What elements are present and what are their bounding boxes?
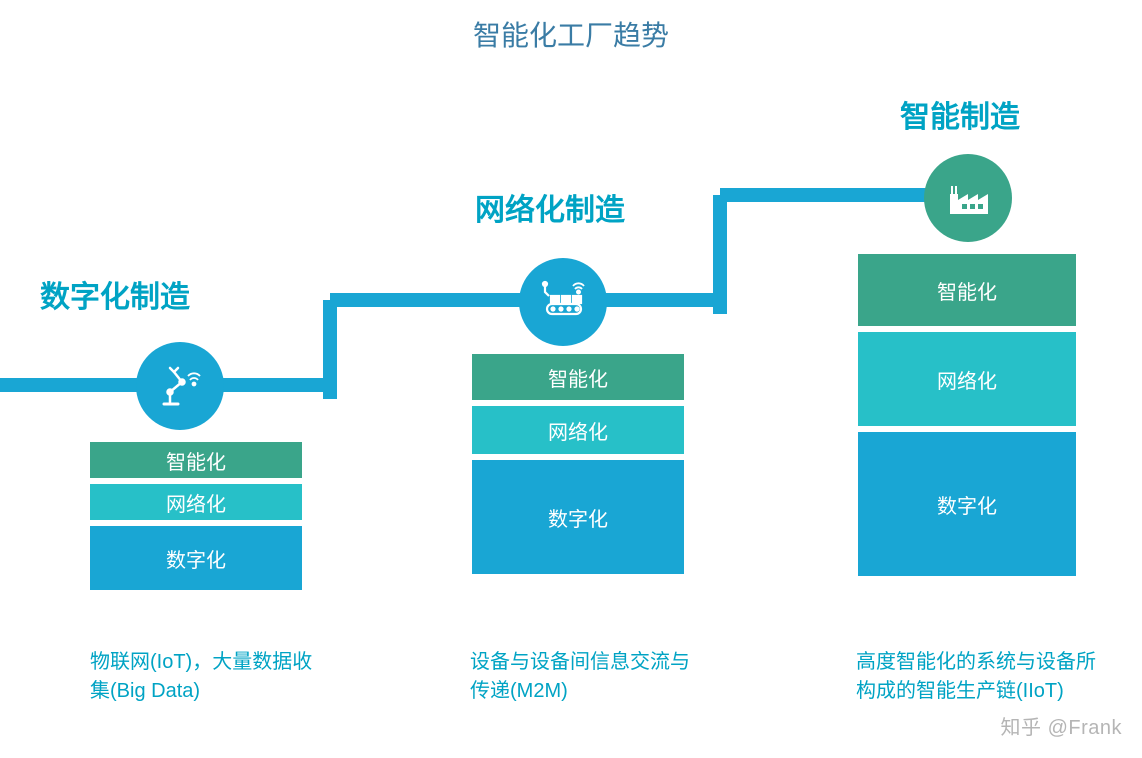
- robot-arm-icon: [136, 342, 224, 430]
- stack-bar: 智能化: [472, 354, 684, 400]
- stack-bar: 智能化: [90, 442, 302, 478]
- stage1-caption: 物联网(IoT)，大量数据收集(Big Data): [90, 648, 320, 706]
- diagram-canvas: 数字化制造 智能化网络化数字化 物联网(IoT)，大量数据收集(Big Data…: [0, 0, 1142, 758]
- conveyor-icon: [519, 258, 607, 346]
- stage3-caption: 高度智能化的系统与设备所构成的智能生产链(IIoT): [856, 648, 1106, 706]
- stack-bar: 数字化: [472, 460, 684, 574]
- stage2-stack: 智能化网络化数字化: [472, 354, 684, 574]
- stack-bar: 智能化: [858, 254, 1076, 326]
- stage1-stack: 智能化网络化数字化: [90, 442, 302, 590]
- step-line-segment: [713, 195, 727, 314]
- step-line-segment: [323, 300, 337, 399]
- stack-bar: 网络化: [90, 484, 302, 520]
- watermark: 知乎 @Frank: [1001, 711, 1122, 740]
- stack-bar: 网络化: [472, 406, 684, 454]
- stack-bar: 数字化: [90, 526, 302, 590]
- stack-bar: 数字化: [858, 432, 1076, 576]
- stage2-caption: 设备与设备间信息交流与传递(M2M): [470, 648, 700, 706]
- stage3-title: 智能制造: [900, 92, 1020, 136]
- stage3-stack: 智能化网络化数字化: [858, 254, 1076, 576]
- stack-bar: 网络化: [858, 332, 1076, 426]
- factory-icon: [924, 154, 1012, 242]
- stage2-title: 网络化制造: [475, 185, 625, 229]
- stage1-title: 数字化制造: [40, 272, 190, 316]
